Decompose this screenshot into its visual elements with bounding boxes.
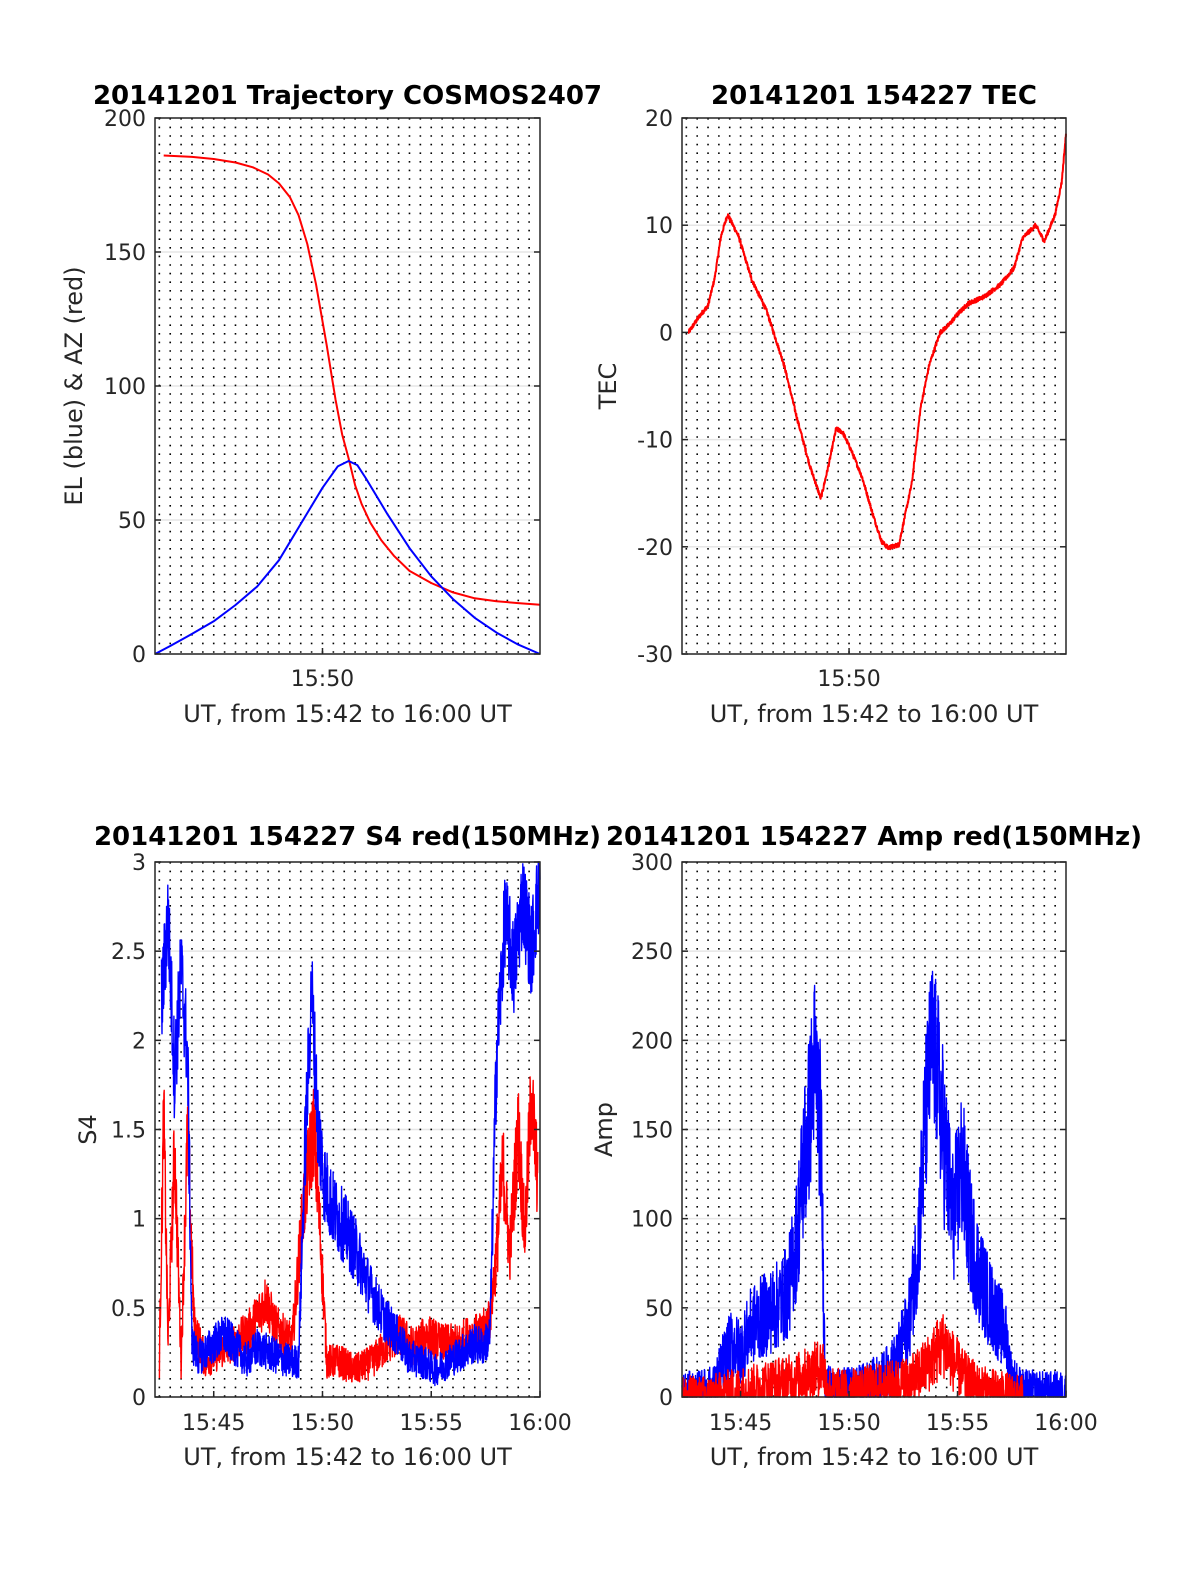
y-tick-label: 250 [631,940,673,965]
x-tick-label: 15:50 [817,1411,880,1436]
x-tick-label: 16:00 [508,1411,571,1436]
series-line-1 [687,133,1067,551]
y-axis-label: TEC [594,363,622,411]
series-line-2 [154,460,541,655]
y-tick-label: -10 [637,429,673,454]
y-tick-label: 1 [132,1208,146,1233]
x-axis-label: UT, from 15:42 to 16:00 UT [183,700,512,728]
chart-panel-2: -30 -20 -10 0 10 20 15:50 20141201 154227 TEC UT… [594,81,1067,728]
y-tick-label: 50 [645,1297,673,1322]
y-tick-label: 0 [659,1386,673,1411]
x-axis-label: UT, from 15:42 to 16:00 UT [710,700,1039,728]
y-tick-label: 100 [104,375,146,400]
y-tick-label: 1.5 [111,1119,146,1144]
series-line-1 [681,970,1067,1398]
y-tick-label: 20 [645,107,673,132]
y-tick-label: 0 [132,1386,146,1411]
y-tick-label: 300 [631,851,673,876]
y-tick-label: 150 [631,1119,673,1144]
chart-panel-4: 0 50 100 150 200 250 300 15:45 15:50 15:55 16:00 20… [590,822,1142,1471]
x-tick-label: 15:50 [291,1411,354,1436]
y-tick-label: 2.5 [111,940,146,965]
chart-title: 20141201 Trajectory COSMOS2407 [93,81,602,111]
x-tick-label: 15:45 [709,1411,772,1436]
y-tick-label: 0 [132,643,146,668]
y-axis-label: EL (blue) & AZ (red) [60,266,88,505]
y-tick-label: 2 [132,1029,146,1054]
x-tick-label: 16:00 [1034,1411,1097,1436]
x-axis-label: UT, from 15:42 to 16:00 UT [710,1443,1039,1471]
y-tick-label: 200 [631,1029,673,1054]
y-tick-label: 3 [132,851,146,876]
chart-title: 20141201 154227 S4 red(150MHz) [94,822,601,852]
y-tick-label: 10 [645,214,673,239]
y-tick-label: -20 [637,536,673,561]
series-line-2 [160,861,541,1387]
x-tick-label: 15:55 [400,1411,463,1436]
y-tick-label: 50 [118,509,146,534]
y-tick-label: -30 [637,643,673,668]
series-line-1 [163,154,541,606]
y-tick-label: 0 [659,321,673,346]
y-tick-label: 150 [104,241,146,266]
y-axis-label: Amp [590,1102,618,1157]
x-tick-label: 15:55 [926,1411,989,1436]
chart-title: 20141201 154227 Amp red(150MHz) [606,822,1142,852]
y-tick-label: 0.5 [111,1297,146,1322]
chart-panel-1: 0 50 100 150 200 15:50 20141201 Trajectory COS… [60,81,602,728]
chart-title: 20141201 154227 TEC [711,81,1037,111]
x-tick-label: 15:45 [182,1411,245,1436]
x-tick-label: 15:50 [291,667,354,692]
chart-panel-3: 0 0.5 1 1.5 2 2.5 3 15:45 15:50 15:55 16:00 2014120… [74,822,601,1471]
y-tick-label: 100 [631,1208,673,1233]
y-tick-label: 200 [104,107,146,132]
x-axis-label: UT, from 15:42 to 16:00 UT [183,1443,512,1471]
y-axis-label: S4 [74,1114,102,1145]
axes-box [681,117,1067,655]
x-tick-label: 15:50 [817,667,880,692]
